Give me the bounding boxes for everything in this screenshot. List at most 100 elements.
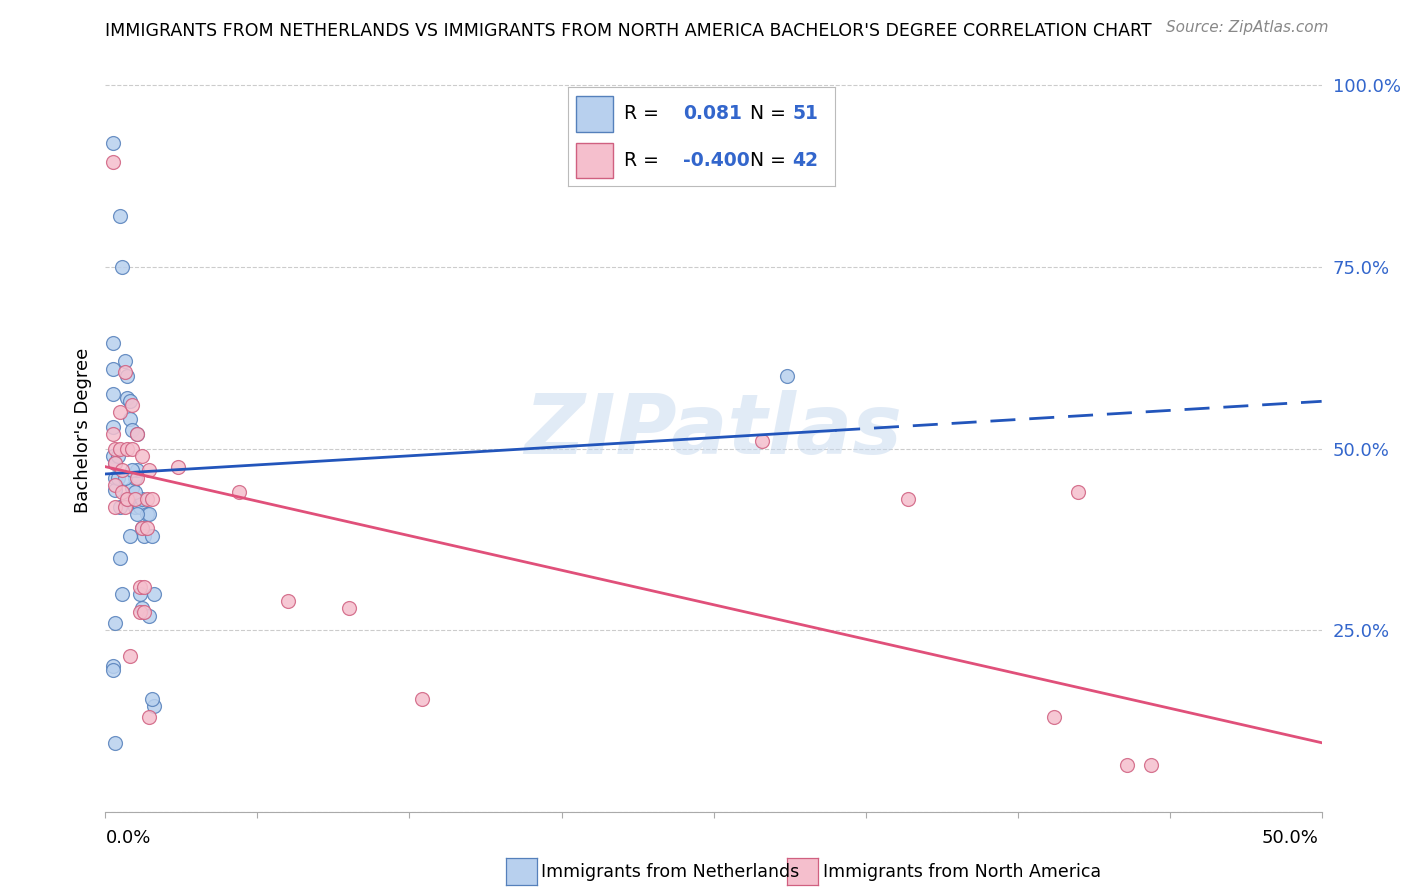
Point bbox=[135, 507, 157, 521]
Text: -0.400: -0.400 bbox=[683, 151, 749, 170]
Point bbox=[101, 419, 124, 434]
Point bbox=[124, 500, 146, 514]
Point bbox=[121, 463, 143, 477]
Point bbox=[125, 463, 148, 477]
FancyBboxPatch shape bbox=[575, 96, 613, 132]
Point bbox=[104, 736, 127, 750]
Point bbox=[1140, 757, 1163, 772]
Point bbox=[121, 442, 143, 456]
Point bbox=[101, 449, 124, 463]
Point bbox=[135, 521, 157, 535]
Point bbox=[117, 492, 139, 507]
Text: 42: 42 bbox=[793, 151, 818, 170]
Text: 0.081: 0.081 bbox=[683, 104, 741, 123]
Point bbox=[411, 692, 433, 706]
Point bbox=[111, 485, 134, 500]
Point bbox=[118, 648, 141, 663]
Point bbox=[128, 580, 150, 594]
Text: Immigrants from North America: Immigrants from North America bbox=[823, 863, 1101, 881]
Point bbox=[128, 605, 150, 619]
Text: Source: ZipAtlas.com: Source: ZipAtlas.com bbox=[1166, 20, 1329, 35]
Text: ZIPatlas: ZIPatlas bbox=[524, 390, 903, 471]
Point bbox=[101, 361, 124, 376]
Point bbox=[108, 405, 131, 419]
Point bbox=[124, 470, 146, 484]
Point bbox=[111, 463, 134, 477]
Point bbox=[114, 470, 136, 484]
Point bbox=[138, 710, 160, 724]
Point bbox=[228, 485, 250, 500]
Point bbox=[131, 601, 153, 615]
Point bbox=[104, 456, 127, 470]
Point bbox=[117, 492, 139, 507]
Point bbox=[101, 336, 124, 351]
Text: N =: N = bbox=[749, 151, 786, 170]
Point bbox=[138, 608, 160, 623]
Point bbox=[131, 521, 153, 535]
Point bbox=[118, 412, 141, 426]
Point bbox=[101, 154, 124, 169]
Text: R =: R = bbox=[624, 104, 658, 123]
Point bbox=[124, 485, 146, 500]
Point bbox=[101, 663, 124, 677]
Text: 50.0%: 50.0% bbox=[1263, 829, 1319, 847]
Point bbox=[131, 449, 153, 463]
Point bbox=[143, 699, 166, 714]
Point bbox=[1116, 757, 1139, 772]
Point bbox=[108, 500, 131, 514]
Point bbox=[131, 521, 153, 535]
Point bbox=[104, 500, 127, 514]
Point bbox=[114, 365, 136, 379]
Text: Immigrants from Netherlands: Immigrants from Netherlands bbox=[541, 863, 800, 881]
Point bbox=[775, 368, 797, 383]
Point bbox=[134, 580, 156, 594]
Point bbox=[121, 424, 143, 438]
Point bbox=[167, 459, 190, 474]
Point bbox=[751, 434, 773, 449]
Point bbox=[141, 492, 163, 507]
Point bbox=[111, 587, 134, 601]
Point bbox=[101, 659, 124, 673]
Text: N =: N = bbox=[749, 104, 786, 123]
Point bbox=[135, 492, 157, 507]
FancyBboxPatch shape bbox=[575, 143, 613, 178]
Point bbox=[143, 587, 166, 601]
Point bbox=[107, 449, 129, 463]
Point bbox=[104, 615, 127, 630]
Point bbox=[1043, 710, 1066, 724]
Point bbox=[121, 482, 143, 496]
Point bbox=[337, 601, 360, 615]
Text: IMMIGRANTS FROM NETHERLANDS VS IMMIGRANTS FROM NORTH AMERICA BACHELOR'S DEGREE C: IMMIGRANTS FROM NETHERLANDS VS IMMIGRANT… bbox=[105, 22, 1152, 40]
Point bbox=[101, 136, 124, 151]
Point bbox=[118, 529, 141, 543]
Point bbox=[124, 492, 146, 507]
Point bbox=[125, 427, 148, 442]
Point bbox=[138, 507, 160, 521]
Point bbox=[104, 483, 127, 497]
Point bbox=[131, 492, 153, 507]
Point bbox=[101, 427, 124, 442]
Point bbox=[114, 354, 136, 368]
Point bbox=[104, 442, 127, 456]
Point bbox=[114, 500, 136, 514]
Point bbox=[111, 260, 134, 274]
Point bbox=[277, 594, 299, 608]
Point bbox=[128, 587, 150, 601]
Point bbox=[125, 507, 148, 521]
Point bbox=[104, 478, 127, 492]
Point bbox=[107, 470, 129, 484]
Point bbox=[134, 605, 156, 619]
Point bbox=[108, 442, 131, 456]
Y-axis label: Bachelor's Degree: Bachelor's Degree bbox=[73, 348, 91, 513]
Point bbox=[125, 427, 148, 442]
Point bbox=[1067, 485, 1090, 500]
Point bbox=[104, 456, 127, 470]
Point bbox=[108, 550, 131, 565]
Point bbox=[138, 463, 160, 477]
Point bbox=[101, 387, 124, 401]
Point bbox=[118, 394, 141, 409]
Point bbox=[104, 470, 127, 484]
Point bbox=[117, 368, 139, 383]
Point bbox=[121, 398, 143, 412]
Point bbox=[134, 529, 156, 543]
